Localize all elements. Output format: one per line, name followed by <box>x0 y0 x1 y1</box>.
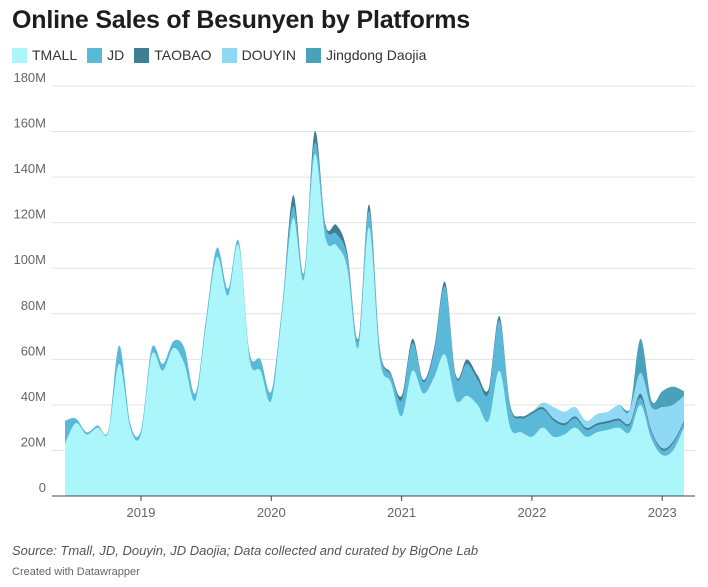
legend-item-douyin: DOUYIN <box>221 47 297 63</box>
legend-swatch-tmall <box>12 47 27 63</box>
y-tick-label: 20M <box>21 434 46 449</box>
y-tick-label: 160M <box>13 116 46 131</box>
axis-layer: 2019 2020 2021 2022 2023 <box>52 495 695 520</box>
area-layer <box>65 131 684 496</box>
source-note: Source: Tmall, JD, Douyin, JD Daojia; Da… <box>12 543 479 558</box>
y-tick-label: 180M <box>13 70 46 85</box>
y-tick-label: 120M <box>13 207 46 222</box>
x-tick-label: 2021 <box>387 505 416 520</box>
chart-title: Online Sales of Besunyen by Platforms <box>12 6 471 34</box>
area-series-jd <box>65 142 684 456</box>
legend-item-jingdong-daojia: Jingdong Daojia <box>306 47 426 63</box>
y-tick-label: 100M <box>13 252 46 267</box>
legend-label-tmall: TMALL <box>32 47 78 63</box>
legend-item-tmall: TMALL <box>12 47 77 63</box>
legend-swatch-taobao <box>134 47 150 63</box>
y-tick-label: 60M <box>21 343 46 358</box>
legend-label-jingdong-daojia: Jingdong Daojia <box>326 47 427 63</box>
legend-label-jd: JD <box>107 47 125 63</box>
legend-label-douyin: DOUYIN <box>241 47 297 63</box>
x-tick-label: 2022 <box>517 505 546 520</box>
legend-swatch-jd <box>87 47 103 63</box>
legend-label-taobao: TAOBAO <box>154 47 212 63</box>
legend-swatch-douyin <box>221 47 237 63</box>
y-tick-label: 140M <box>13 161 46 176</box>
y-tick-label: 0 <box>39 480 46 495</box>
y-tick-label: 80M <box>21 298 46 313</box>
area-series-douyin <box>65 131 684 449</box>
legend-swatch-jingdong-daojia <box>306 47 322 63</box>
y-tick-label: 40M <box>21 389 46 404</box>
legend-item-jd: JD <box>87 47 124 63</box>
legend-item-taobao: TAOBAO <box>134 47 212 63</box>
credit-note: Created with Datawrapper <box>12 566 140 578</box>
x-tick-label: 2020 <box>257 505 286 520</box>
x-tick-label: 2023 <box>648 505 677 520</box>
x-tick-label: 2019 <box>127 505 156 520</box>
area-series-tmall <box>65 153 684 496</box>
legend: TMALL JD TAOBAO DOUYIN Jingdong Daojia <box>12 47 436 63</box>
